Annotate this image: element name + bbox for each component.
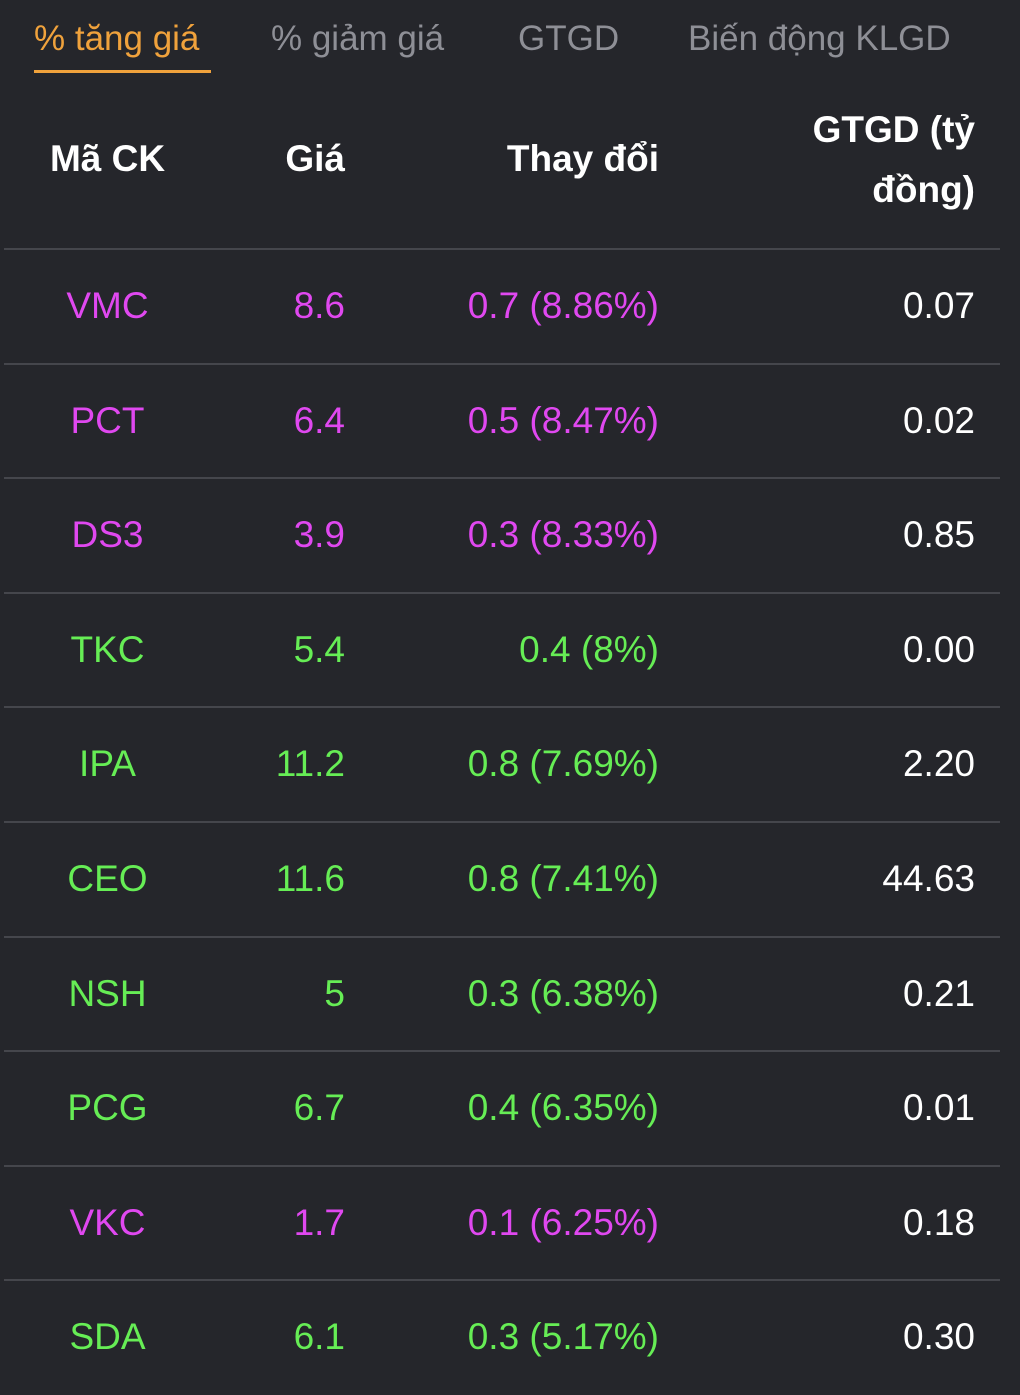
row-divider <box>4 248 1000 250</box>
table-row[interactable]: PCT 6.4 0.5 (8.47%) 0.02 <box>0 364 1020 479</box>
row-divider <box>4 591 1000 594</box>
price-cell: 6.7 <box>293 1087 345 1129</box>
tab-percent-increase[interactable]: % tăng giá <box>34 19 200 58</box>
trading-value-cell: 0.21 <box>902 972 975 1014</box>
header-trading-value: GTGD (tỷ đồng) <box>812 109 975 210</box>
active-tab-indicator <box>34 70 211 73</box>
trading-value-cell: 0.02 <box>902 399 975 441</box>
table-row[interactable]: IPA 11.2 0.8 (7.69%) 2.20 <box>0 707 1020 822</box>
trading-value-cell: 0.18 <box>902 1201 975 1243</box>
price-cell: 5.4 <box>293 628 345 670</box>
price-cell: 8.6 <box>293 285 345 326</box>
table-row[interactable]: NSH 5 0.3 (6.38%) 0.21 <box>0 937 1020 1052</box>
price-cell: 1.7 <box>293 1201 345 1243</box>
change-cell: 0.1 (6.25%) <box>467 1201 659 1243</box>
table-row[interactable]: SDA 6.1 0.3 (5.17%) 0.30 <box>0 1280 1020 1395</box>
trading-value-cell: 0.00 <box>902 628 975 670</box>
change-cell: 0.4 (6.35%) <box>467 1087 659 1129</box>
price-cell: 11.6 <box>275 858 345 899</box>
symbol-cell: PCT <box>70 399 145 441</box>
row-divider <box>4 362 1000 365</box>
change-cell: 0.3 (5.17%) <box>467 1316 659 1358</box>
header-price: Giá <box>285 138 345 179</box>
symbol-cell: DS3 <box>71 514 144 556</box>
change-cell: 0.7 (8.86%) <box>467 285 659 326</box>
price-cell: 6.4 <box>293 399 345 441</box>
tab-percent-decrease[interactable]: % giảm giá <box>271 19 445 58</box>
trading-value-cell: 2.20 <box>902 743 975 785</box>
change-cell: 0.8 (7.41%) <box>467 858 659 899</box>
tab-volume-change[interactable]: Biến động KLGD <box>688 19 951 58</box>
trading-value-cell: 0.85 <box>902 514 975 556</box>
row-divider <box>4 477 1000 480</box>
table-row[interactable]: TKC 5.4 0.4 (8%) 0.00 <box>0 593 1020 708</box>
price-cell: 11.2 <box>275 743 345 785</box>
tab-bar: % tăng giá % giảm giá GTGD Biến động KLG… <box>0 0 1020 86</box>
row-divider <box>4 706 1000 709</box>
symbol-cell: VMC <box>66 285 149 326</box>
change-cell: 0.4 (8%) <box>519 628 659 670</box>
table-row[interactable]: VKC 1.7 0.1 (6.25%) 0.18 <box>0 1166 1020 1281</box>
header-change: Thay đổi <box>506 138 659 179</box>
trading-value-cell: 0.30 <box>902 1316 975 1358</box>
row-divider <box>4 935 1000 938</box>
table-row[interactable]: VMC 8.6 0.7 (8.86%) 0.07 <box>0 249 1020 364</box>
price-cell: 6.1 <box>293 1316 345 1358</box>
symbol-cell: NSH <box>68 972 147 1014</box>
price-cell: 5 <box>324 972 345 1014</box>
header-symbol: Mã CK <box>49 138 166 179</box>
row-divider <box>4 1279 1000 1282</box>
row-divider <box>4 821 1000 823</box>
tab-trading-value[interactable]: GTGD <box>518 19 620 58</box>
symbol-cell: CEO <box>67 858 148 899</box>
table-row[interactable]: PCG 6.7 0.4 (6.35%) 0.01 <box>0 1051 1020 1166</box>
table-header: Mã CK Giá Thay đổi GTGD (tỷ đồng) <box>0 100 1020 248</box>
change-cell: 0.8 (7.69%) <box>467 743 659 785</box>
trading-value-cell: 44.63 <box>882 858 975 899</box>
trading-value-cell: 0.01 <box>902 1087 975 1129</box>
change-cell: 0.3 (6.38%) <box>467 972 659 1014</box>
symbol-cell: VKC <box>69 1201 146 1243</box>
row-divider <box>4 1164 1000 1167</box>
symbol-cell: PCG <box>67 1087 148 1129</box>
price-cell: 3.9 <box>293 514 345 556</box>
trading-value-cell: 0.07 <box>902 285 975 326</box>
row-divider <box>4 1050 1000 1053</box>
change-cell: 0.5 (8.47%) <box>467 399 659 441</box>
symbol-cell: SDA <box>69 1316 146 1358</box>
table-row[interactable]: DS3 3.9 0.3 (8.33%) 0.85 <box>0 478 1020 593</box>
table-row[interactable]: CEO 11.6 0.8 (7.41%) 44.63 <box>0 822 1020 937</box>
symbol-cell: TKC <box>70 628 145 670</box>
symbol-cell: IPA <box>79 743 136 785</box>
change-cell: 0.3 (8.33%) <box>467 514 659 556</box>
